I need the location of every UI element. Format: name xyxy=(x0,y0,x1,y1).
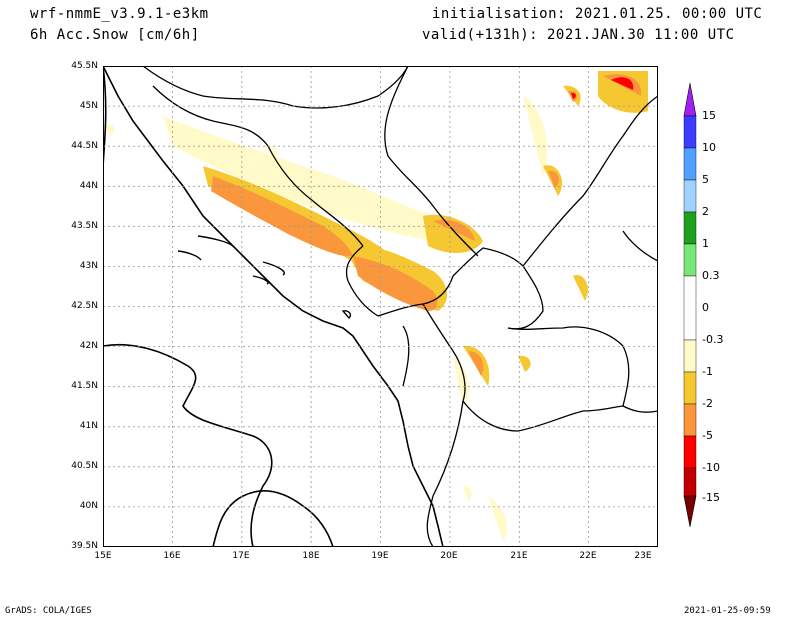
legend-swatch-neg-0-3 xyxy=(683,339,697,373)
legend-swatch-neg-10 xyxy=(683,467,697,497)
lat-label-43n: 43N xyxy=(79,261,98,271)
islands xyxy=(177,235,352,320)
legend-label-neg-5: -5 xyxy=(702,429,713,442)
lat-label-40n: 40N xyxy=(79,501,98,511)
lat-label-41n: 41N xyxy=(79,421,98,431)
valid-time: valid(+131h): 2021.JAN.30 11:00 UTC xyxy=(422,27,735,43)
legend-swatch-15 xyxy=(683,115,697,149)
lat-label-45n: 45N xyxy=(79,101,98,111)
lat-label-42-5n: 42.5N xyxy=(71,301,98,311)
lon-label-16e: 16E xyxy=(163,551,181,561)
lat-label-45-5n: 45.5N xyxy=(71,61,98,71)
snow-field-light xyxy=(103,96,547,541)
model-title: wrf-nmmE_v3.9.1-e3km xyxy=(30,6,209,22)
lon-label-23e: 23E xyxy=(634,551,652,561)
legend-label-neg-10: -10 xyxy=(702,461,720,474)
lat-label-43-5n: 43.5N xyxy=(71,221,98,231)
grid-lines xyxy=(103,66,658,547)
legend-swatch-top-arrow xyxy=(683,82,697,117)
initialisation-time: initialisation: 2021.01.25. 00:00 UTC xyxy=(432,6,763,22)
legend-label-10: 10 xyxy=(702,141,716,154)
legend-swatch-10 xyxy=(683,147,697,181)
legend-label-0: 0 xyxy=(702,301,709,314)
legend-label-neg-1: -1 xyxy=(702,365,713,378)
legend-swatch-neg-5 xyxy=(683,435,697,469)
legend-label-2: 2 xyxy=(702,205,709,218)
lat-label-40-5n: 40.5N xyxy=(71,461,98,471)
variable-title: 6h Acc.Snow [cm/6h] xyxy=(30,27,200,43)
lon-label-22e: 22E xyxy=(579,551,597,561)
legend-label-neg-15: -15 xyxy=(702,491,720,504)
snow-field-yellow xyxy=(203,71,648,386)
render-timestamp: 2021-01-25-09:59 xyxy=(684,606,771,616)
lat-label-39-5n: 39.5N xyxy=(71,541,98,551)
lat-label-44n: 44N xyxy=(79,181,98,191)
country-borders xyxy=(142,66,658,547)
legend-label-neg-0-3: -0.3 xyxy=(702,333,724,346)
legend-swatch-neg-2 xyxy=(683,403,697,437)
legend-swatch-0-3 xyxy=(683,275,697,341)
lat-label-42n: 42N xyxy=(79,341,98,351)
grads-credit: GrADS: COLA/IGES xyxy=(5,606,92,616)
lon-label-17e: 17E xyxy=(232,551,250,561)
lon-label-19e: 19E xyxy=(371,551,389,561)
lon-label-20e: 20E xyxy=(440,551,458,561)
lat-label-44-5n: 44.5N xyxy=(71,141,98,151)
legend-swatch-1 xyxy=(683,243,697,277)
legend-label-neg-2: -2 xyxy=(702,397,713,410)
legend-swatch-neg-1 xyxy=(683,371,697,405)
legend-label-1: 1 xyxy=(702,237,709,250)
legend-label-0-3: 0.3 xyxy=(702,269,720,282)
snow-map xyxy=(103,66,658,547)
coastlines xyxy=(103,66,444,547)
snow-field-red xyxy=(571,77,634,99)
lon-label-21e: 21E xyxy=(510,551,528,561)
legend-swatch-2 xyxy=(683,211,697,245)
lon-label-15e: 15E xyxy=(94,551,112,561)
legend-swatch-bottom-arrow xyxy=(683,495,697,528)
lat-label-41-5n: 41.5N xyxy=(71,381,98,391)
map-frame xyxy=(103,66,658,547)
legend-label-15: 15 xyxy=(702,109,716,122)
legend-label-5: 5 xyxy=(702,173,709,186)
lon-label-18e: 18E xyxy=(302,551,320,561)
legend-swatch-5 xyxy=(683,179,697,213)
color-legend-bar xyxy=(683,82,697,528)
